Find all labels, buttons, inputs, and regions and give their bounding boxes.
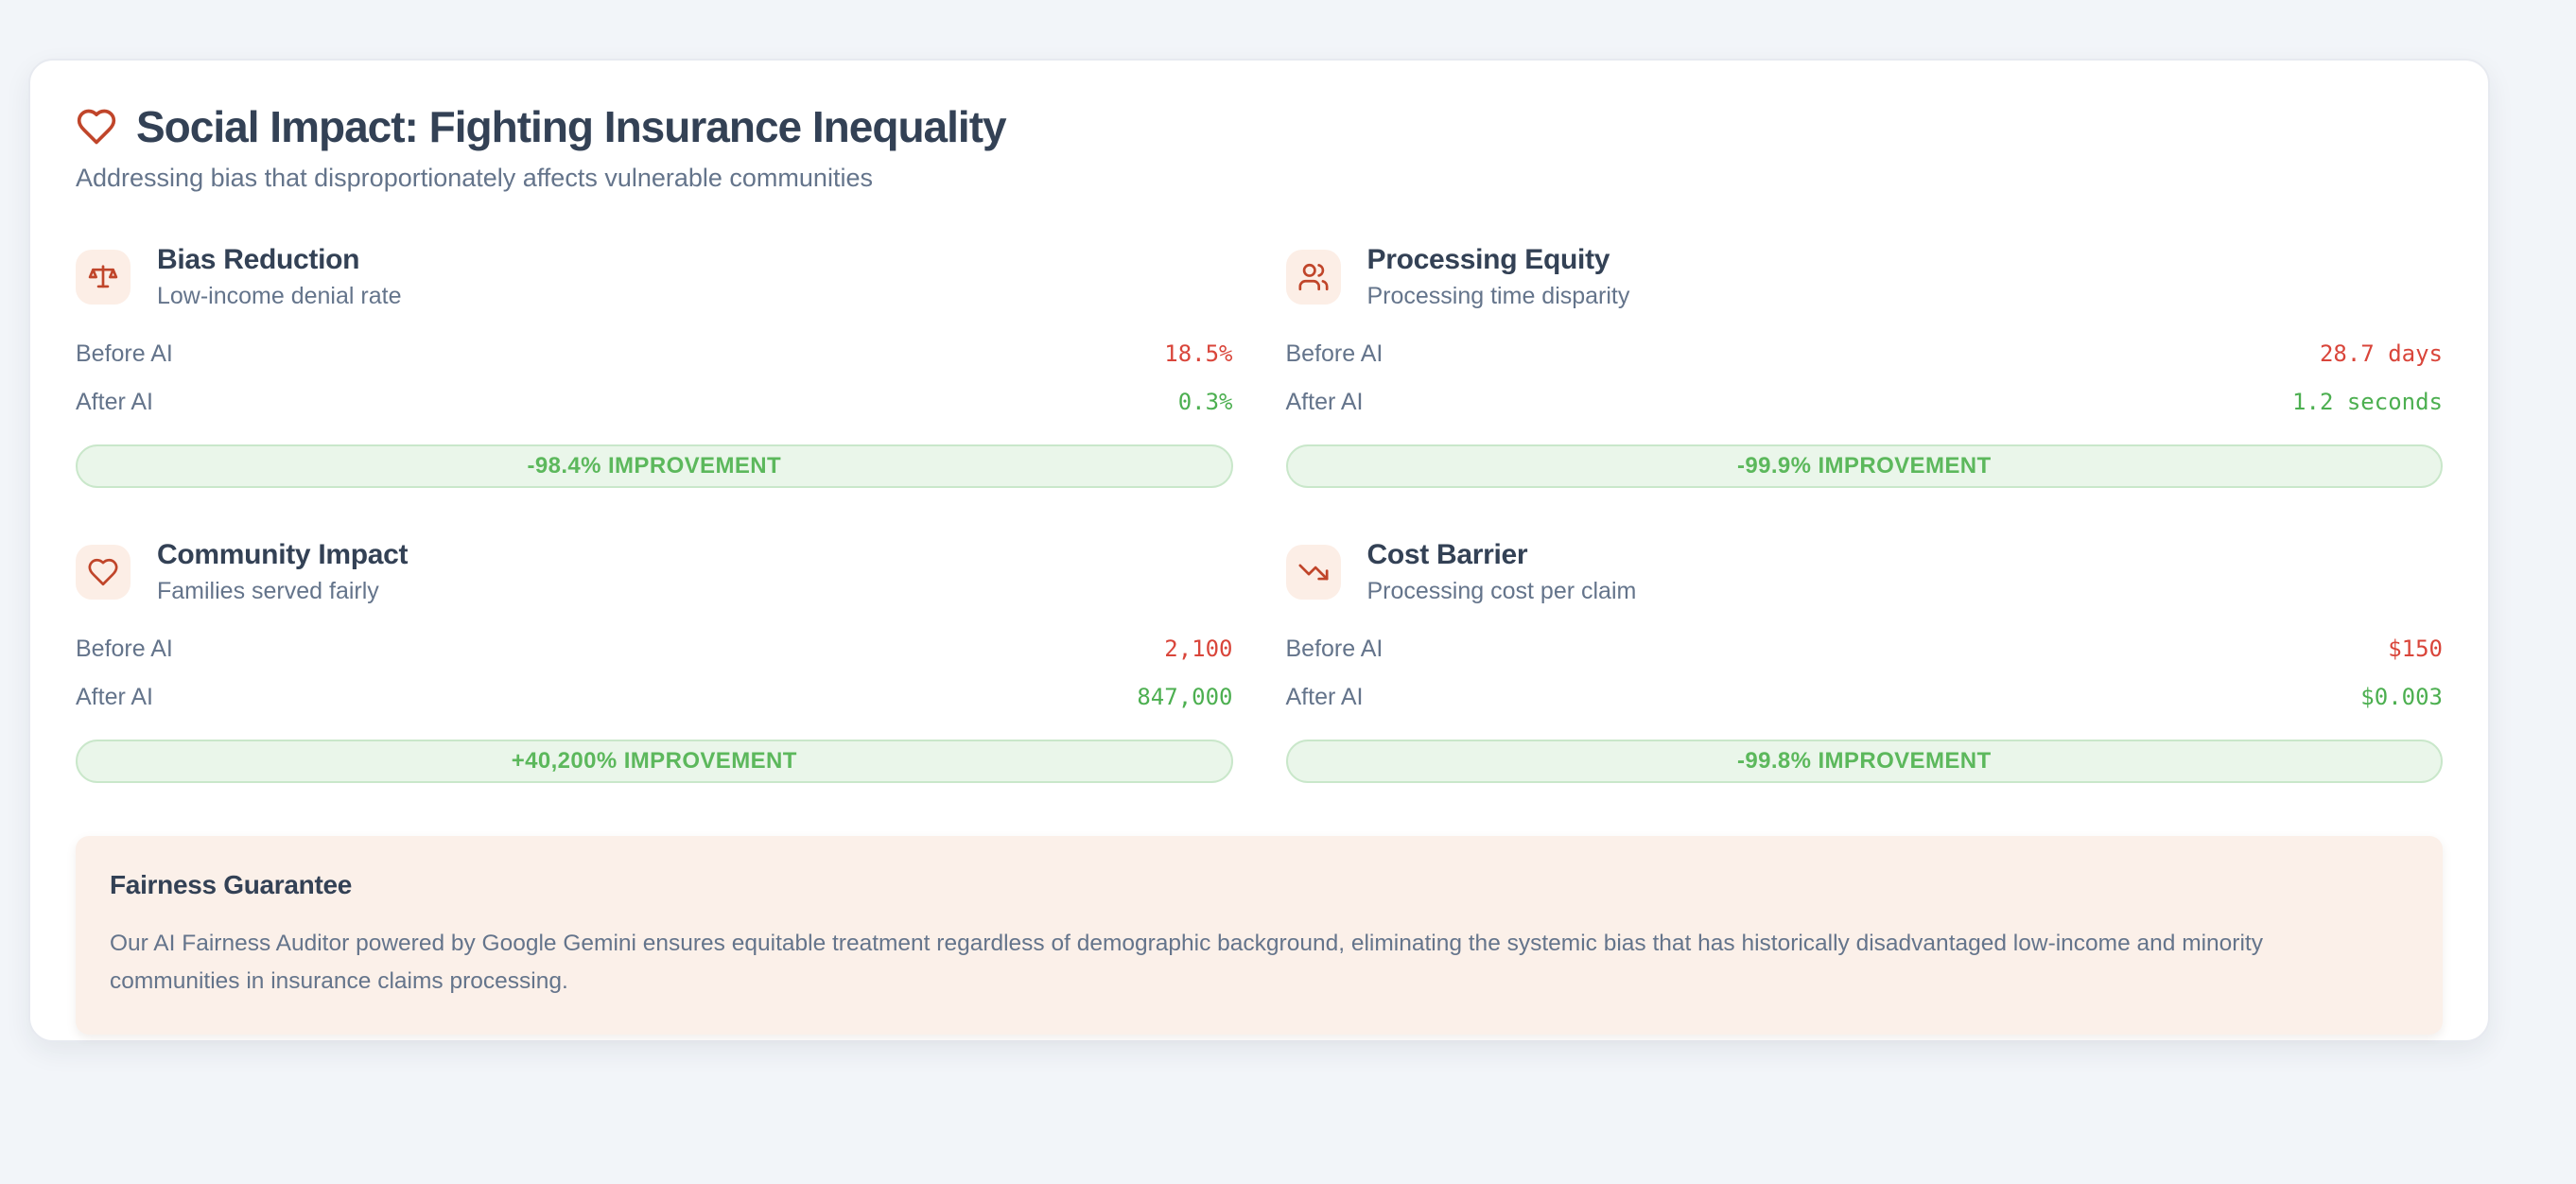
- metrics-grid: Bias Reduction Low-income denial rate Be…: [76, 244, 2443, 783]
- before-ai-row: Before AI $150: [1286, 636, 2444, 663]
- metric-subtitle: Families served fairly: [157, 577, 379, 604]
- before-ai-row: Before AI 18.5%: [76, 340, 1233, 368]
- before-ai-value: 18.5%: [1164, 340, 1233, 367]
- users-icon: [1285, 249, 1341, 305]
- after-ai-label: After AI: [76, 683, 153, 710]
- metric-title: Processing Equity: [1366, 243, 1610, 275]
- before-ai-row: Before AI 28.7 days: [1286, 340, 2444, 368]
- metric-title: Bias Reduction: [157, 243, 360, 275]
- before-ai-value: $150: [2388, 635, 2443, 662]
- heart-icon: [77, 110, 116, 145]
- fairness-body: Our AI Fairness Auditor powered by Googl…: [110, 930, 2263, 994]
- metric-card-processing-equity: Processing Equity Processing time dispar…: [1285, 243, 2444, 488]
- before-ai-label: Before AI: [76, 340, 173, 367]
- metric-card-community-impact: Community Impact Families served fairly …: [76, 539, 1233, 783]
- metric-card-cost-barrier: Cost Barrier Processing cost per claim B…: [1285, 538, 2444, 783]
- page-subtitle: Addressing bias that disproportionately …: [76, 163, 873, 192]
- improvement-badge: -99.9% IMPROVEMENT: [1285, 444, 2443, 488]
- after-ai-row: After AI 847,000: [76, 684, 1233, 711]
- after-ai-label: After AI: [1285, 388, 1364, 415]
- after-ai-row: After AI $0.003: [1286, 684, 2444, 711]
- improvement-badge: -98.4% IMPROVEMENT: [76, 444, 1233, 488]
- after-ai-value: 1.2 seconds: [2292, 388, 2443, 415]
- metric-subtitle: Processing cost per claim: [1366, 577, 1637, 604]
- improvement-badge: +40,200% IMPROVEMENT: [76, 739, 1233, 783]
- after-ai-row: After AI 1.2 seconds: [1286, 389, 2444, 416]
- before-ai-label: Before AI: [1285, 635, 1384, 662]
- after-ai-value: 847,000: [1137, 683, 1233, 710]
- metric-title: Community Impact: [157, 538, 409, 570]
- before-ai-row: Before AI 2,100: [76, 636, 1233, 663]
- before-ai-value: 28.7 days: [2319, 340, 2443, 367]
- heart-icon: [76, 544, 131, 600]
- after-ai-row: After AI 0.3%: [76, 389, 1233, 416]
- before-ai-value: 2,100: [1164, 635, 1233, 662]
- page-title: Social Impact: Fighting Insurance Inequa…: [136, 102, 1007, 151]
- social-impact-panel: Social Impact: Fighting Insurance Inequa…: [28, 59, 2490, 1042]
- before-ai-label: Before AI: [76, 635, 173, 662]
- metric-card-bias-reduction: Bias Reduction Low-income denial rate Be…: [76, 244, 1233, 488]
- scale-icon: [76, 249, 131, 305]
- panel-header: Social Impact: Fighting Insurance Inequa…: [76, 102, 2443, 193]
- after-ai-value: $0.003: [2360, 683, 2443, 710]
- fairness-guarantee-panel: Fairness Guarantee Our AI Fairness Audit…: [76, 835, 2443, 1035]
- after-ai-label: After AI: [76, 388, 153, 415]
- before-ai-label: Before AI: [1285, 340, 1384, 367]
- improvement-badge: -99.8% IMPROVEMENT: [1285, 739, 2443, 783]
- metric-title: Cost Barrier: [1366, 538, 1528, 570]
- after-ai-value: 0.3%: [1177, 388, 1233, 415]
- metric-subtitle: Processing time disparity: [1366, 282, 1630, 309]
- metric-subtitle: Low-income denial rate: [157, 282, 402, 309]
- trending-down-icon: [1285, 544, 1341, 600]
- after-ai-label: After AI: [1285, 683, 1364, 710]
- fairness-title: Fairness Guarantee: [110, 869, 353, 899]
